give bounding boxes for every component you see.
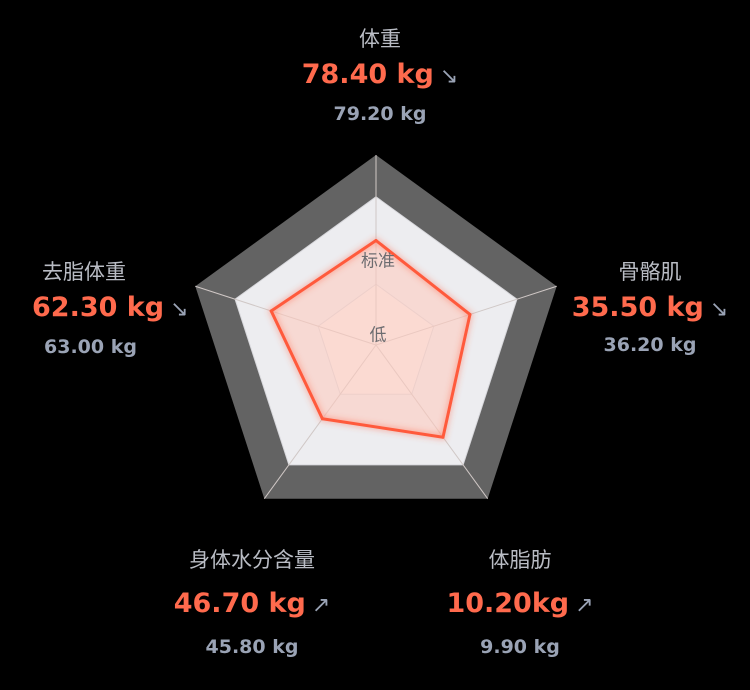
trend-down-arrow-icon: ↘ [709, 297, 729, 322]
trend-up-arrow-icon: ↗ [311, 593, 331, 618]
metric-current-value: 46.70 kg [173, 588, 306, 619]
metric-body-water[interactable]: 身体水分含量 46.70 kg ↗ 45.80 kg [160, 547, 344, 659]
metric-name: 骨骼肌 [618, 260, 682, 284]
metric-previous-value: 79.20 kg [333, 103, 427, 125]
metric-current-value: 10.20kg [446, 588, 570, 619]
metric-body-fat[interactable]: 体脂肪 10.20kg ↗ 9.90 kg [430, 547, 610, 659]
radar-data-point [441, 435, 445, 439]
band-label-low: 低 [369, 325, 387, 346]
radar-data-point [269, 309, 273, 313]
metric-current-value: 35.50 kg [571, 292, 704, 323]
metric-weight[interactable]: 体重 78.40 kg ↘ 79.20 kg [290, 26, 470, 126]
metric-current-value: 78.40 kg [301, 59, 434, 90]
band-label-standard: 标准 [361, 251, 395, 272]
radar-grid-ring [234, 196, 518, 466]
metric-name: 去脂体重 [42, 260, 126, 284]
metric-previous-value: 45.80 kg [205, 636, 299, 658]
metric-previous-value: 36.20 kg [603, 334, 697, 356]
metric-name: 身体水分含量 [189, 548, 315, 572]
radar-data-point [374, 239, 378, 242]
metric-name: 体重 [359, 27, 401, 51]
metric-previous-value: 9.90 kg [480, 636, 560, 658]
metric-lean-mass[interactable]: 去脂体重 62.30 kg ↘ 63.00 kg [22, 259, 189, 359]
metric-previous-value: 63.00 kg [44, 336, 137, 358]
metric-name: 体脂肪 [488, 548, 552, 572]
radar-data-line [269, 239, 472, 439]
radar-data-area [271, 240, 470, 438]
trend-up-arrow-icon: ↗ [575, 593, 594, 618]
radar-data-point [320, 417, 324, 421]
metric-skeletal-muscle[interactable]: 骨骼肌 35.50 kg ↘ 36.20 kg [568, 259, 732, 357]
metric-current-value: 62.30 kg [32, 292, 165, 323]
radar-data-point [468, 312, 472, 316]
trend-down-arrow-icon: ↘ [439, 64, 459, 89]
trend-down-arrow-icon: ↘ [170, 297, 189, 322]
